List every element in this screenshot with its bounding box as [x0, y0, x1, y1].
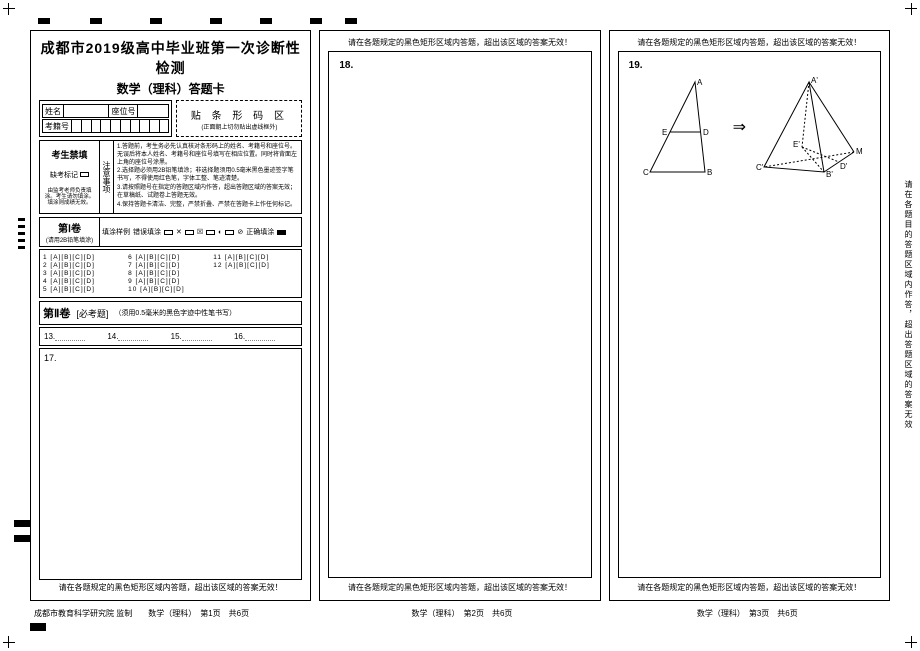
triangle-left: A B C D E: [635, 77, 725, 177]
sec2-tag: [必考题]: [76, 307, 108, 320]
timing-mark: [210, 18, 222, 24]
warn-bottom-1: 请在各题规定的黑色矩形区域内答题，超出该区域的答案无效！: [39, 580, 302, 595]
side-note: 请在各题目的答题区域内作答，超出答题区域的答案无效: [903, 180, 914, 430]
section-2-header: 第Ⅱ卷 [必考题] （须用0.5毫米的黑色字迹中性笔书写）: [39, 301, 302, 325]
mcq-col-b: 6 [A][B][C][D]7 [A][B][C][D]8 [A][B][C][…: [128, 253, 213, 294]
rules-box: 考生禁填 缺考标记 由监考老师负责填涂。考生请勿填涂。填涂则成绩无效。 注意事项…: [39, 140, 302, 214]
svg-text:E: E: [662, 128, 667, 137]
timing-mark: [30, 623, 46, 631]
mcq-bubbles[interactable]: 1 [A][B][C][D]2 [A][B][C][D]3 [A][B][C][…: [39, 249, 302, 298]
svg-text:A: A: [697, 78, 703, 87]
section-1-header: 第Ⅰ卷 (请用2B铅笔填涂) 填涂样例 错误填涂 ✕☒◐⊘ 正确填涂: [39, 217, 302, 247]
geometry-diagram: A B C D E ⇒ A' B' C': [623, 77, 876, 177]
id-box: 姓名 座位号 考籍号: [39, 100, 172, 137]
timing-mark: [18, 218, 25, 221]
svg-text:M: M: [856, 147, 863, 156]
warn-bottom-3: 请在各题规定的黑色矩形区域内答题，超出该区域的答案无效！: [618, 580, 881, 595]
fill-blanks[interactable]: 13. 14. 15. 16.: [39, 327, 302, 346]
info-row: 姓名 座位号 考籍号 贴 条 形 码 区 (正面朝上切勿贴出虚线框外): [39, 100, 302, 137]
rules-mid: 注意事项: [100, 141, 114, 213]
q17-label: 17.: [44, 353, 57, 363]
subtitle: 数学（理科）答题卡: [39, 80, 302, 97]
rule-2: 2.选择题必须用2B铅笔填涂；非选择题须用0.5毫米黑色墨迹签字笔书写，不得使用…: [117, 168, 298, 184]
fill-13: 13.: [44, 332, 107, 341]
warn-top-3: 请在各题规定的黑色矩形区域内答题，超出该区域的答案无效！: [618, 36, 881, 49]
sec2-note: （须用0.5毫米的黑色字迹中性笔书写）: [114, 308, 236, 318]
q19-box[interactable]: 19. A B C D E ⇒: [618, 51, 881, 578]
page-3: 请在各题规定的黑色矩形区域内答题，超出该区域的答案无效！ 19. A B C D…: [609, 30, 890, 601]
crop-mark: [8, 3, 9, 15]
svg-text:A': A': [811, 76, 818, 85]
rules-right: 1.答题前，考生务必先认真核对条形码上的姓名、考籍号和座位号。无误后将本人姓名、…: [114, 141, 301, 213]
svg-text:E': E': [793, 140, 800, 149]
exam-label: 考籍号: [43, 120, 72, 132]
barcode-zone: 贴 条 形 码 区 (正面朝上切勿贴出虚线框外): [176, 100, 302, 137]
timing-mark: [14, 520, 30, 527]
crop-mark: [8, 636, 9, 648]
svg-text:D: D: [703, 128, 709, 137]
main-title: 成都市2019级高中毕业班第一次诊断性检测: [39, 38, 302, 78]
barcode-note: (正面朝上切勿贴出虚线框外): [201, 122, 277, 131]
fill-15: 15.: [171, 332, 234, 341]
timing-mark: [310, 18, 322, 24]
q18-box[interactable]: 18.: [328, 51, 591, 578]
rule-1: 1.答题前，考生务必先认真核对条形码上的姓名、考籍号和座位号。无误后将本人姓名、…: [117, 144, 298, 167]
name-field[interactable]: 姓名 座位号: [42, 104, 169, 118]
timing-mark: [345, 18, 357, 24]
footer-p2: 数学（理科） 第2页 共6页: [319, 608, 604, 619]
crop-mark: [911, 636, 912, 648]
seat-label: 座位号: [108, 105, 138, 117]
fill logo-example: 填涂样例 错误填涂 ✕☒◐⊘ 正确填涂: [100, 218, 301, 246]
q18-label: 18.: [339, 60, 586, 71]
timing-mark: [18, 225, 25, 228]
timing-mark: [18, 232, 25, 235]
sec1-title: 第Ⅰ卷 (请用2B铅笔填涂): [40, 218, 100, 246]
barcode-title: 贴 条 形 码 区: [191, 107, 288, 122]
crop-mark: [3, 8, 15, 9]
timing-mark: [18, 246, 25, 249]
warn-top-2: 请在各题规定的黑色矩形区域内答题，超出该区域的答案无效！: [328, 36, 591, 49]
timing-mark: [14, 535, 30, 542]
arrow-icon: ⇒: [733, 117, 746, 137]
rules-left: 考生禁填 缺考标记 由监考老师负责填涂。考生请勿填涂。填涂则成绩无效。: [40, 141, 100, 213]
rules-left-note: 由监考老师负责填涂。考生请勿填涂。填涂则成绩无效。: [43, 188, 96, 206]
svg-text:C: C: [643, 168, 649, 177]
rules-left-title: 考生禁填: [43, 148, 96, 161]
mcq-col-c: 11 [A][B][C][D]12 [A][B][C][D]: [213, 253, 298, 294]
footer-p3: 数学（理科） 第3页 共6页: [605, 608, 890, 619]
timing-mark: [260, 18, 272, 24]
spread: 成都市2019级高中毕业班第一次诊断性检测 数学（理科）答题卡 姓名 座位号 考…: [30, 30, 890, 601]
svg-text:C': C': [756, 163, 764, 172]
timing-mark: [38, 18, 50, 24]
rule-3: 3.请按照题号在指定的答题区域内作答，超出答题区域的答案无效；在草稿纸、试题卷上…: [117, 185, 298, 201]
crop-mark: [911, 3, 912, 15]
rule-4: 4.保持答题卡清洁、完整，严禁折叠、严禁在答题卡上作任何标记。: [117, 202, 298, 210]
page-2: 请在各题规定的黑色矩形区域内答题，超出该区域的答案无效！ 18. 请在各题规定的…: [319, 30, 600, 601]
rules-left-sub: 缺考标记: [43, 170, 96, 180]
tetrahedron-right: A' B' C' D' E' M: [754, 77, 864, 177]
mcq-col-a: 1 [A][B][C][D]2 [A][B][C][D]3 [A][B][C][…: [43, 253, 128, 294]
fill-14: 14.: [107, 332, 170, 341]
q17-box[interactable]: 17.: [39, 348, 302, 580]
timing-mark: [90, 18, 102, 24]
name-label: 姓名: [43, 105, 64, 117]
fill-16: 16.: [234, 332, 297, 341]
crop-mark: [3, 642, 15, 643]
page-1: 成都市2019级高中毕业班第一次诊断性检测 数学（理科）答题卡 姓名 座位号 考…: [30, 30, 311, 601]
timing-mark: [150, 18, 162, 24]
sec2-title: 第Ⅱ卷: [43, 305, 70, 321]
q19-label: 19.: [629, 60, 876, 71]
exam-id-cells: [72, 120, 168, 132]
footer-maker: 成都市教育科学研究院 监制 数学（理科） 第1页 共6页: [30, 608, 319, 619]
timing-mark: [18, 239, 25, 242]
footer: 成都市教育科学研究院 监制 数学（理科） 第1页 共6页 数学（理科） 第2页 …: [30, 608, 890, 619]
warn-bottom-2: 请在各题规定的黑色矩形区域内答题，超出该区域的答案无效！: [328, 580, 591, 595]
svg-text:B: B: [707, 168, 712, 177]
svg-text:D': D': [840, 162, 848, 171]
exam-id-field[interactable]: 考籍号: [42, 119, 169, 133]
